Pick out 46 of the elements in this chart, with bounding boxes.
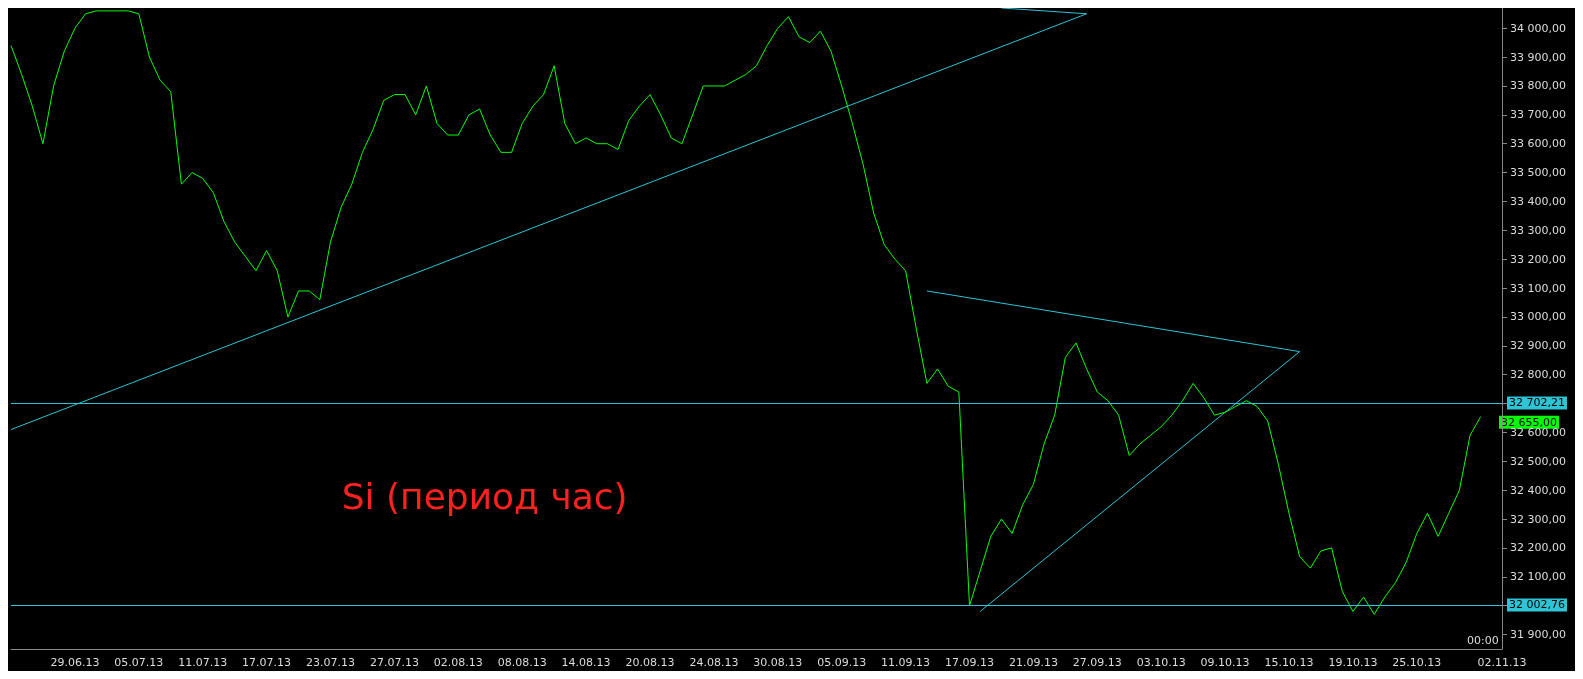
y-tick-label: 32 100,00 — [1510, 570, 1566, 584]
y-tick-label: 33 300,00 — [1510, 223, 1566, 237]
y-tick-label: 32 300,00 — [1510, 512, 1566, 526]
x-tick-label: 02.11.13 — [1477, 656, 1527, 669]
y-tick-label: 33 800,00 — [1510, 79, 1566, 93]
y-tick-label: 33 700,00 — [1510, 108, 1566, 122]
annotation: 00:00 — [1467, 634, 1499, 647]
x-tick-label: 08.08.13 — [497, 656, 547, 669]
y-tick-label: 31 900,00 — [1510, 628, 1566, 642]
y-tick-label: 33 000,00 — [1510, 310, 1566, 324]
x-tick-label: 25.10.13 — [1392, 656, 1442, 669]
y-tick-label: 32 400,00 — [1510, 483, 1566, 497]
x-tick-label: 20.08.13 — [625, 656, 675, 669]
x-tick-label: 19.10.13 — [1328, 656, 1378, 669]
y-tick-label: 33 100,00 — [1510, 281, 1566, 295]
x-tick-label: 05.07.13 — [114, 656, 164, 669]
ref-line-label: 32 702,21 — [1509, 396, 1565, 410]
y-tick-label: 32 200,00 — [1510, 541, 1566, 555]
y-tick-label: 34 000,00 — [1510, 21, 1566, 35]
y-tick-label: 32 800,00 — [1510, 368, 1566, 382]
x-tick-label: 21.09.13 — [1008, 656, 1058, 669]
y-tick-label: 32 900,00 — [1510, 339, 1566, 353]
x-tick-label: 17.09.13 — [945, 656, 994, 669]
x-tick-label: 29.06.13 — [50, 656, 100, 669]
x-tick-label: 17.07.13 — [242, 656, 292, 669]
ref-line-label: 32 002,76 — [1509, 598, 1565, 612]
x-tick-label: 02.08.13 — [433, 656, 483, 669]
y-tick-label: 33 400,00 — [1510, 194, 1566, 208]
x-tick-label: 03.10.13 — [1136, 656, 1186, 669]
y-tick-label: 33 900,00 — [1510, 50, 1566, 64]
x-tick-label: 05.09.13 — [817, 656, 867, 669]
x-tick-label: 30.08.13 — [753, 656, 803, 669]
x-tick-label: 27.09.13 — [1072, 656, 1122, 669]
annotation: Si (период час) — [341, 476, 628, 518]
x-tick-label: 11.09.13 — [881, 656, 931, 669]
x-tick-label: 11.07.13 — [178, 656, 228, 669]
y-tick-label: 33 600,00 — [1510, 137, 1566, 151]
x-tick-label: 27.07.13 — [369, 656, 419, 669]
y-tick-label: 33 500,00 — [1510, 166, 1566, 180]
x-tick-label: 14.08.13 — [561, 656, 611, 669]
x-tick-label: 09.10.13 — [1200, 656, 1250, 669]
x-tick-label: 23.07.13 — [306, 656, 355, 669]
y-tick-label: 33 200,00 — [1510, 252, 1566, 266]
x-tick-label: 24.08.13 — [689, 656, 739, 669]
x-tick-label: 15.10.13 — [1264, 656, 1314, 669]
y-tick-label: 32 500,00 — [1510, 454, 1566, 468]
